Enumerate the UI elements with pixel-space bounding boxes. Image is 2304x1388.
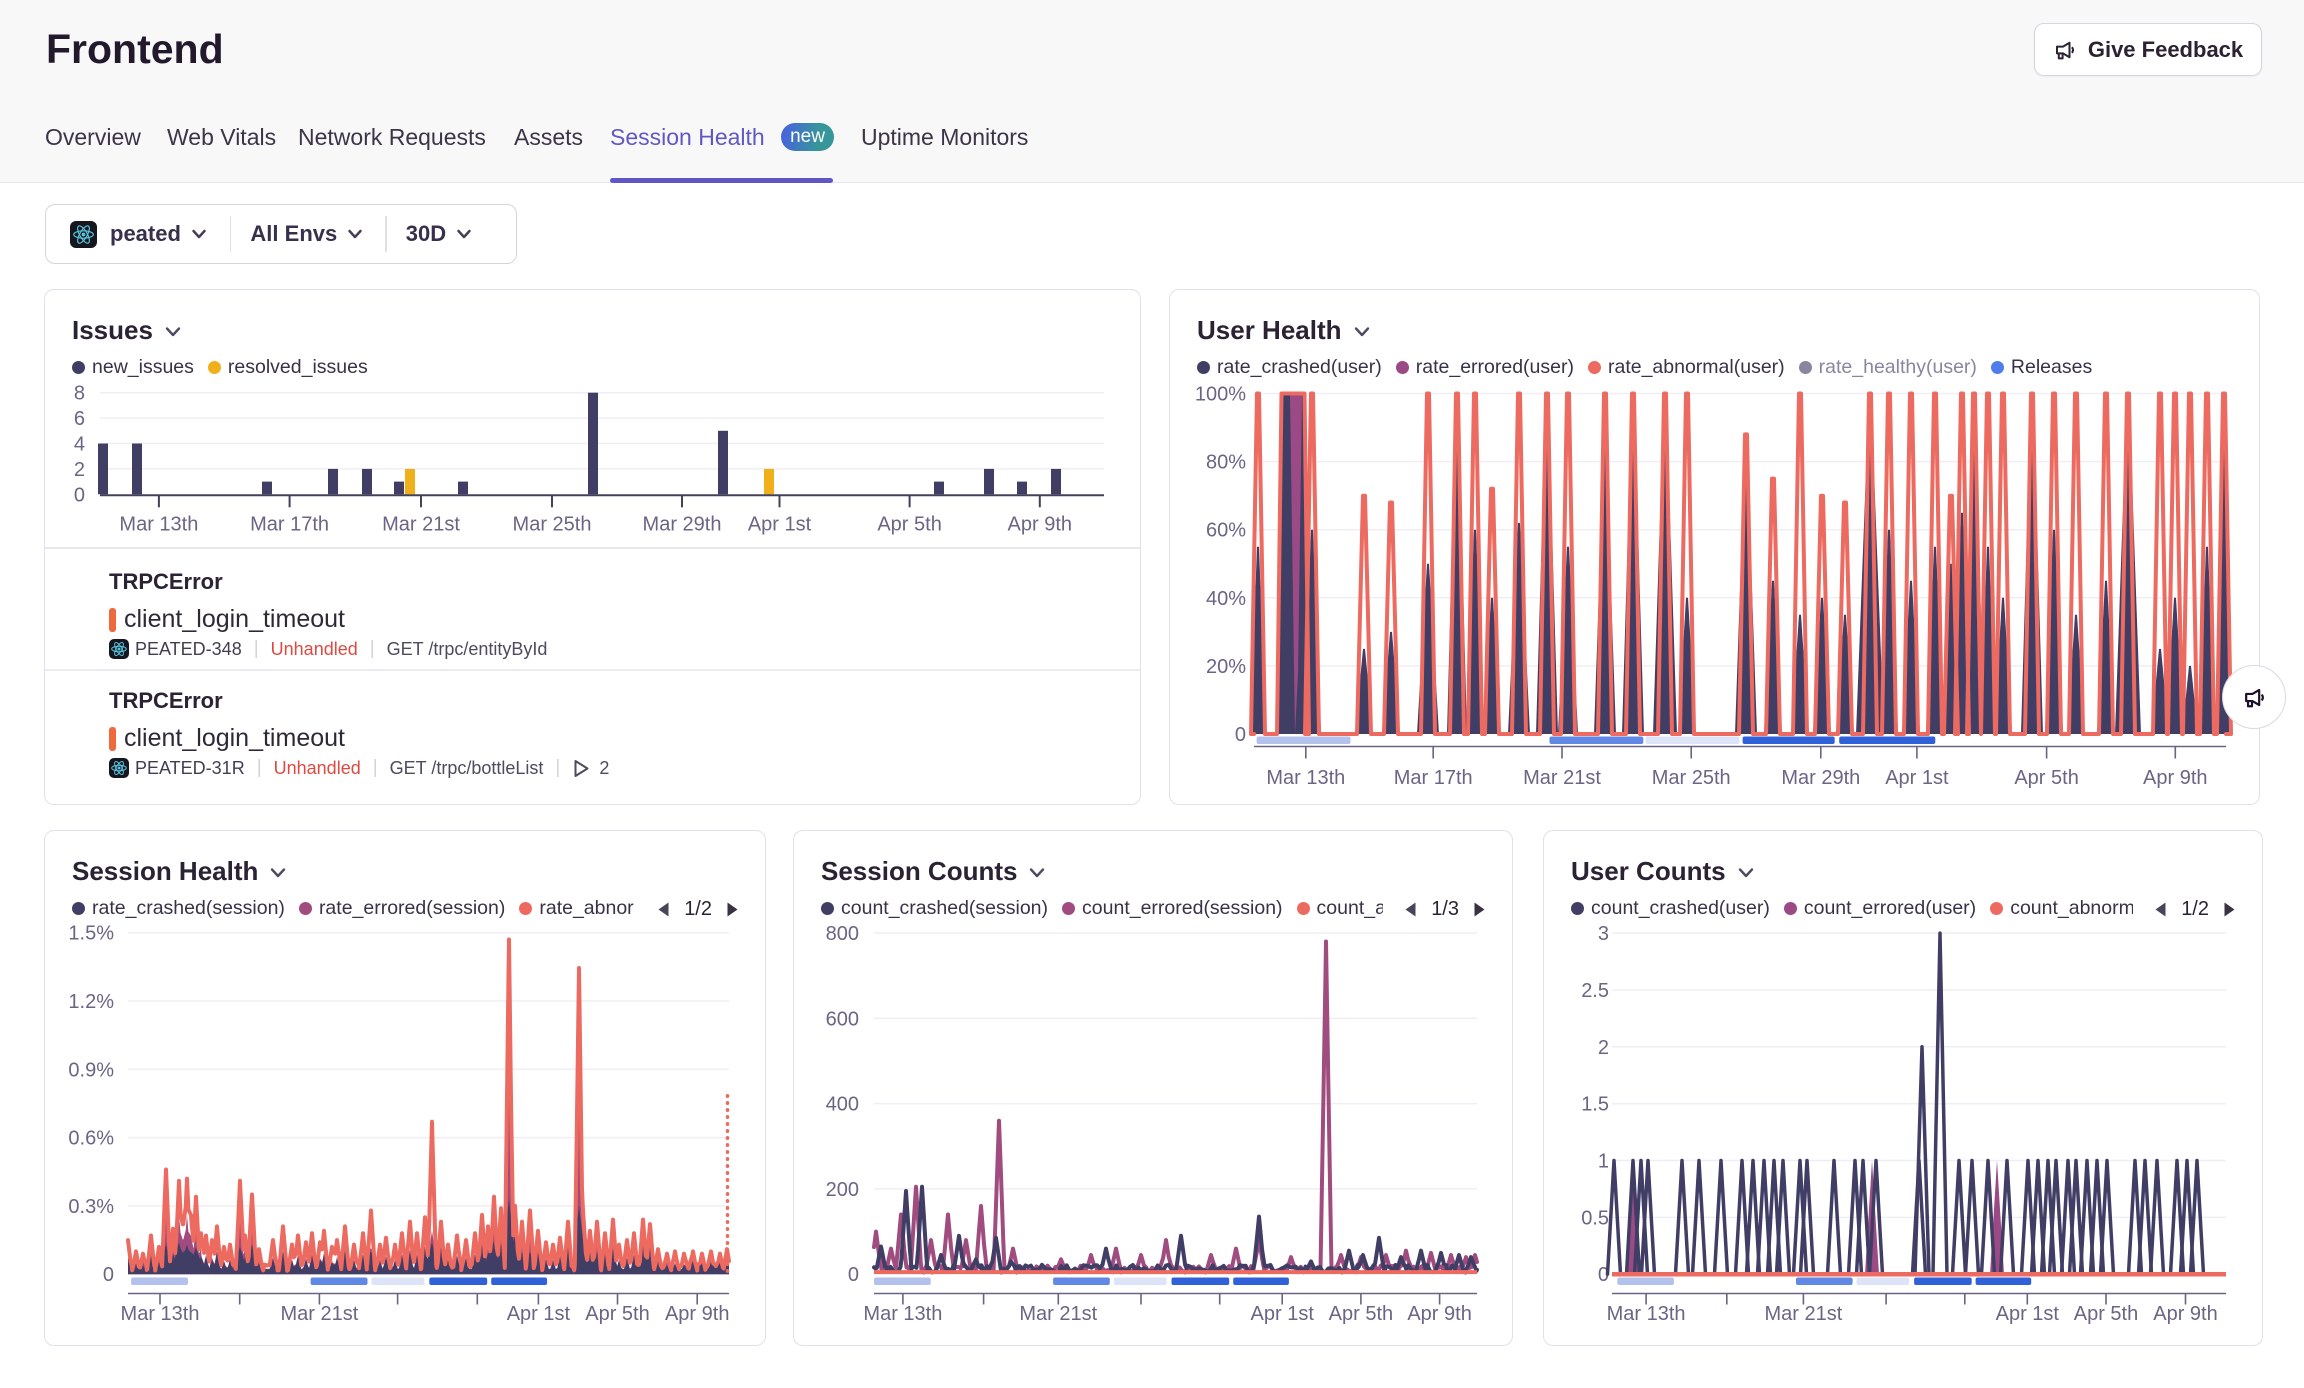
svg-text:2.5: 2.5 bbox=[1581, 980, 1609, 1002]
svg-text:Apr 1st: Apr 1st bbox=[1885, 767, 1949, 789]
svg-text:0: 0 bbox=[74, 484, 85, 506]
svg-text:Apr 1st: Apr 1st bbox=[507, 1303, 571, 1325]
svg-text:Apr 1st: Apr 1st bbox=[748, 513, 812, 535]
svg-text:Mar 13th: Mar 13th bbox=[119, 513, 198, 535]
svg-text:40%: 40% bbox=[1206, 588, 1246, 610]
svg-text:0.3%: 0.3% bbox=[68, 1196, 114, 1218]
svg-text:2: 2 bbox=[1598, 1037, 1609, 1059]
svg-text:4: 4 bbox=[74, 434, 85, 456]
svg-text:800: 800 bbox=[826, 923, 859, 945]
svg-text:6: 6 bbox=[74, 408, 85, 430]
svg-text:Mar 21st: Mar 21st bbox=[1764, 1303, 1842, 1325]
svg-text:Apr 1st: Apr 1st bbox=[1251, 1303, 1315, 1325]
svg-text:Apr 5th: Apr 5th bbox=[1329, 1303, 1393, 1325]
svg-text:1: 1 bbox=[1598, 1151, 1609, 1173]
svg-text:2: 2 bbox=[74, 459, 85, 481]
svg-text:1.2%: 1.2% bbox=[68, 991, 114, 1013]
svg-text:Apr 5th: Apr 5th bbox=[2014, 767, 2078, 789]
svg-text:Mar 25th: Mar 25th bbox=[513, 513, 592, 535]
svg-text:Mar 25th: Mar 25th bbox=[1652, 767, 1731, 789]
svg-text:0: 0 bbox=[1598, 1264, 1609, 1286]
svg-text:Mar 21st: Mar 21st bbox=[280, 1303, 358, 1325]
svg-text:Apr 1st: Apr 1st bbox=[1996, 1303, 2060, 1325]
svg-text:0: 0 bbox=[1235, 724, 1246, 746]
svg-text:400: 400 bbox=[826, 1094, 859, 1116]
svg-text:Mar 13th: Mar 13th bbox=[1607, 1303, 1686, 1325]
svg-text:80%: 80% bbox=[1206, 452, 1246, 474]
svg-text:600: 600 bbox=[826, 1008, 859, 1030]
svg-text:0: 0 bbox=[848, 1264, 859, 1286]
svg-text:8: 8 bbox=[74, 383, 85, 405]
svg-text:Mar 17th: Mar 17th bbox=[1394, 767, 1473, 789]
svg-text:Apr 9th: Apr 9th bbox=[2143, 767, 2207, 789]
svg-text:60%: 60% bbox=[1206, 520, 1246, 542]
svg-text:Apr 9th: Apr 9th bbox=[1008, 513, 1072, 535]
svg-text:0.6%: 0.6% bbox=[68, 1128, 114, 1150]
svg-text:Apr 9th: Apr 9th bbox=[665, 1303, 729, 1325]
svg-text:1.5: 1.5 bbox=[1581, 1094, 1609, 1116]
svg-text:Mar 21st: Mar 21st bbox=[1019, 1303, 1097, 1325]
svg-text:Apr 5th: Apr 5th bbox=[2074, 1303, 2138, 1325]
svg-text:Apr 5th: Apr 5th bbox=[877, 513, 941, 535]
svg-text:Mar 29th: Mar 29th bbox=[1781, 767, 1860, 789]
svg-text:100%: 100% bbox=[1195, 384, 1246, 406]
svg-text:Mar 17th: Mar 17th bbox=[250, 513, 329, 535]
svg-text:Mar 13th: Mar 13th bbox=[121, 1303, 200, 1325]
svg-text:0.9%: 0.9% bbox=[68, 1059, 114, 1081]
svg-text:20%: 20% bbox=[1206, 656, 1246, 678]
svg-text:Mar 13th: Mar 13th bbox=[863, 1303, 942, 1325]
svg-text:200: 200 bbox=[826, 1179, 859, 1201]
svg-text:Mar 13th: Mar 13th bbox=[1266, 767, 1345, 789]
svg-text:3: 3 bbox=[1598, 923, 1609, 945]
svg-text:Apr 9th: Apr 9th bbox=[2153, 1303, 2217, 1325]
svg-text:0: 0 bbox=[103, 1264, 114, 1286]
svg-text:Apr 5th: Apr 5th bbox=[585, 1303, 649, 1325]
svg-text:Mar 29th: Mar 29th bbox=[643, 513, 722, 535]
svg-text:0.5: 0.5 bbox=[1581, 1207, 1609, 1229]
svg-text:Mar 21st: Mar 21st bbox=[1523, 767, 1601, 789]
svg-text:Mar 21st: Mar 21st bbox=[382, 513, 460, 535]
svg-text:1.5%: 1.5% bbox=[68, 923, 114, 945]
svg-text:Apr 9th: Apr 9th bbox=[1407, 1303, 1471, 1325]
